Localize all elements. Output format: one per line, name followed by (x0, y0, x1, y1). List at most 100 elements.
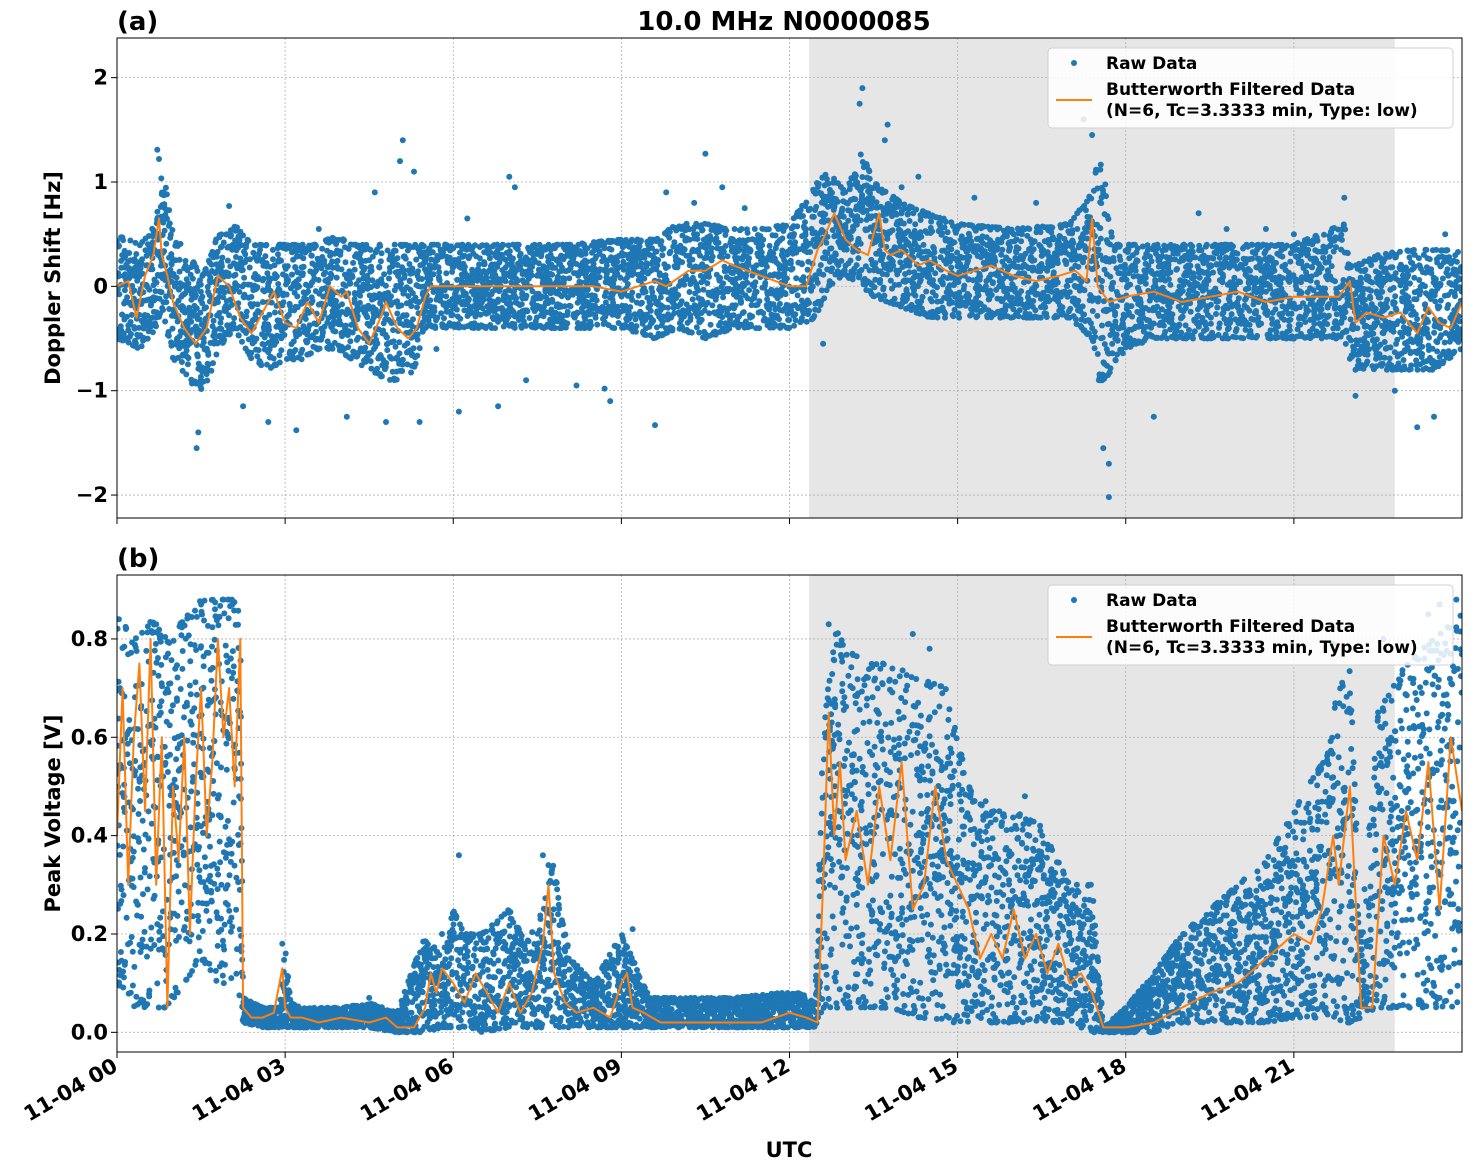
raw-data-point (436, 269, 442, 275)
raw-data-point (1209, 263, 1215, 269)
raw-data-point (872, 284, 878, 290)
raw-data-point (239, 339, 245, 345)
raw-data-point (1247, 308, 1253, 314)
raw-data-point (883, 218, 889, 224)
raw-data-point (1312, 247, 1318, 253)
raw-data-point (1213, 311, 1219, 317)
raw-data-point (716, 240, 722, 246)
raw-data-point (519, 301, 525, 307)
raw-data-point (883, 189, 889, 195)
raw-data-point (749, 282, 755, 288)
raw-data-point (438, 310, 444, 316)
raw-data-point (723, 228, 729, 234)
raw-data-point (118, 258, 124, 264)
raw-data-point (1269, 316, 1275, 322)
raw-data-point (133, 251, 139, 257)
raw-data-point (892, 296, 898, 302)
raw-data-point (756, 298, 762, 304)
raw-data-point (1408, 362, 1414, 368)
raw-data-point (372, 344, 378, 350)
raw-data-point (1377, 295, 1383, 301)
raw-data-point (1109, 234, 1115, 240)
raw-data-point (512, 325, 518, 331)
raw-data-point (240, 232, 246, 238)
raw-data-point (1190, 249, 1196, 255)
raw-data-point (1409, 304, 1415, 310)
raw-data-point (1016, 313, 1022, 319)
raw-data-point (518, 251, 524, 257)
raw-data-point (408, 370, 414, 376)
raw-data-point (709, 302, 715, 308)
raw-data-point (283, 281, 289, 287)
raw-data-point (818, 262, 824, 268)
raw-data-point (1397, 249, 1403, 255)
raw-data-point (1096, 295, 1102, 301)
raw-data-point (1067, 306, 1073, 312)
raw-data-point (374, 283, 380, 289)
raw-data-point (943, 219, 949, 225)
raw-data-point (1189, 243, 1195, 249)
raw-data-point (1234, 251, 1240, 257)
raw-data-point (263, 242, 269, 248)
raw-data-point (1436, 304, 1442, 310)
raw-data-point (417, 345, 423, 351)
raw-data-point (773, 312, 779, 318)
raw-data-point (162, 228, 168, 234)
raw-data-point (1408, 350, 1414, 356)
raw-data-point (800, 213, 806, 219)
raw-data-point (1362, 267, 1368, 273)
raw-data-point (1099, 323, 1105, 329)
raw-data-point (1338, 232, 1344, 238)
raw-data-point (881, 293, 887, 299)
raw-data-point (443, 270, 449, 276)
raw-data-point (399, 368, 405, 374)
raw-data-point (803, 200, 809, 206)
raw-data-point (1162, 329, 1168, 335)
raw-data-point (1065, 294, 1071, 300)
raw-data-point (783, 223, 789, 229)
raw-data-point (1158, 277, 1164, 283)
raw-data-point (881, 285, 887, 291)
raw-data-point (309, 253, 315, 259)
raw-data-point (700, 227, 706, 233)
raw-data-point (300, 255, 306, 261)
raw-data-point (178, 241, 184, 247)
raw-data-point (816, 181, 822, 187)
raw-data-point (1113, 357, 1119, 363)
raw-data-point (779, 235, 785, 241)
raw-data-point (1102, 181, 1108, 187)
raw-data-point (241, 249, 247, 255)
raw-data-point (203, 304, 209, 310)
raw-data-point (934, 284, 940, 290)
raw-data-point (1287, 259, 1293, 265)
raw-data-point (162, 319, 168, 325)
raw-data-point (1192, 328, 1198, 334)
raw-data-point (1255, 256, 1261, 262)
raw-data-point (1038, 229, 1044, 235)
raw-data-point (1455, 249, 1461, 255)
raw-data-point (185, 361, 191, 367)
raw-data-point (198, 386, 204, 392)
raw-data-point (701, 287, 707, 293)
raw-data-point (872, 260, 878, 266)
raw-data-point (564, 320, 570, 326)
raw-data-point (597, 251, 603, 257)
raw-data-point (120, 237, 126, 243)
raw-data-point (381, 296, 387, 302)
raw-data-point (786, 317, 792, 323)
raw-data-point (150, 329, 156, 335)
raw-data-point (395, 255, 401, 261)
raw-data-point (167, 269, 173, 275)
raw-data-point (1088, 196, 1094, 202)
raw-data-point (1057, 303, 1063, 309)
raw-data-point (341, 237, 347, 243)
raw-data-point (950, 313, 956, 319)
raw-data-point (805, 297, 811, 303)
raw-data-point (345, 344, 351, 350)
raw-data-point (820, 272, 826, 278)
raw-data-point (1204, 242, 1210, 248)
raw-data-point (393, 248, 399, 254)
raw-data-point (432, 325, 438, 331)
raw-data-point (1363, 330, 1369, 336)
raw-data-point (1100, 335, 1106, 341)
